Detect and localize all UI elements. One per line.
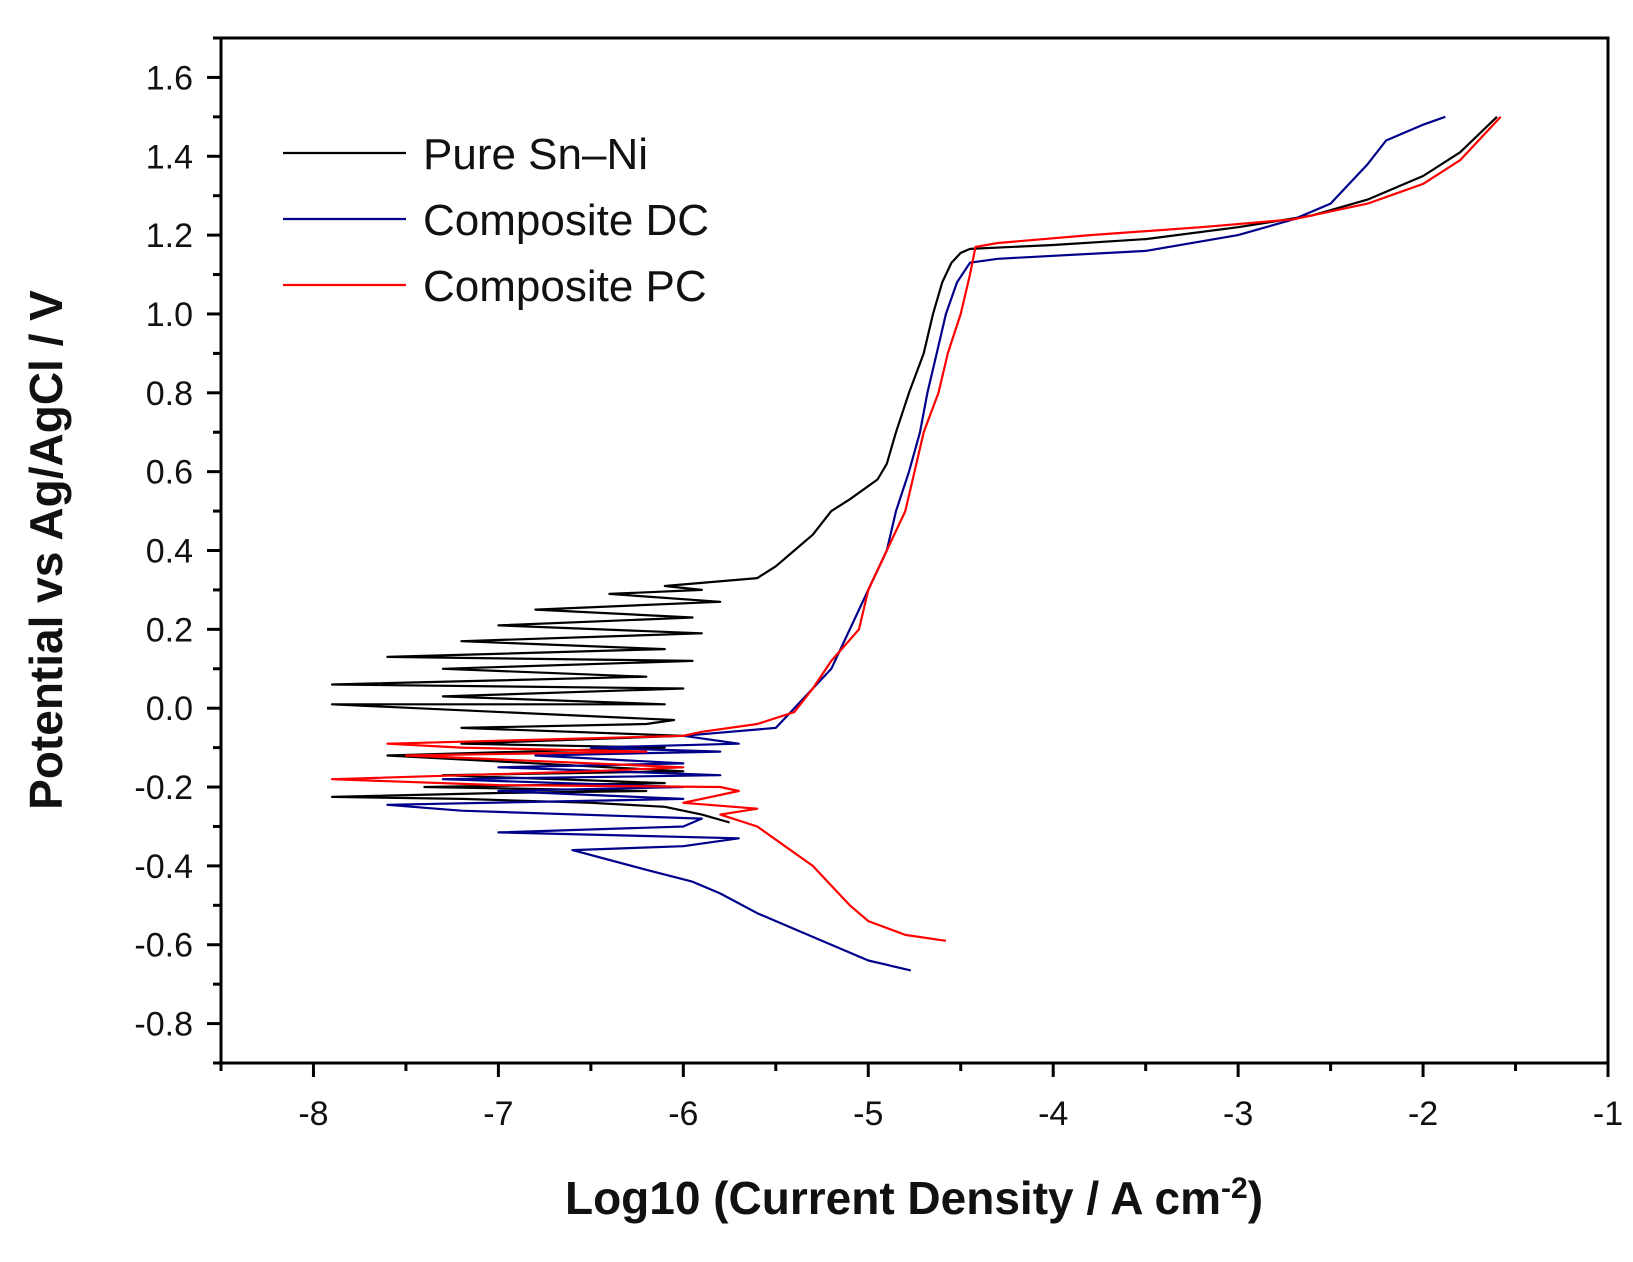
x-axis-title-close: ) [1248, 1172, 1263, 1224]
y-tick-label: -0.4 [134, 848, 193, 886]
y-tick-label: 0.8 [146, 375, 193, 413]
y-tick-label: 0.4 [146, 533, 193, 571]
y-tick-label: -0.2 [134, 769, 193, 807]
series-line-2 [386, 115, 1446, 972]
y-tick-label: -0.8 [134, 1006, 193, 1044]
legend-label: Composite PC [423, 262, 707, 311]
y-tick-label: 0.6 [146, 454, 193, 492]
legend-label: Composite DC [423, 196, 709, 245]
y-tick-label: 0.0 [146, 690, 193, 728]
x-axis-title-main: Log10 (Current Density / A cm [565, 1172, 1221, 1224]
legend: Pure Sn–Ni Composite DC Composite PC [283, 130, 709, 311]
y-tick-label: 1.4 [146, 138, 193, 176]
y-tick-label: 1.6 [146, 59, 193, 97]
y-axis-title: Potential vs Ag/AgCl / V [20, 290, 72, 810]
x-axis-ticks: -8 -7 -6 -5 -4 -3 -2 -1 [219, 1063, 1623, 1133]
x-axis-title-superscript: -2 [1221, 1172, 1248, 1205]
y-axis-ticks: -0.8 -0.6 -0.4 -0.2 0.0 0.2 0.4 0.6 0.8 1.0 1.2 1.4… [134, 36, 221, 1065]
y-tick-label: 1.0 [146, 296, 193, 334]
x-tick-label: -2 [1408, 1095, 1438, 1133]
x-tick-label: -7 [483, 1095, 513, 1133]
x-tick-label: -1 [1593, 1095, 1623, 1133]
y-tick-label: 0.2 [146, 611, 193, 649]
x-tick-label: -6 [668, 1095, 698, 1133]
plot-curves [330, 115, 1502, 972]
y-tick-label: 1.2 [146, 217, 193, 255]
x-tick-label: -5 [853, 1095, 883, 1133]
series-line-3 [330, 116, 1502, 942]
x-tick-label: -8 [298, 1095, 328, 1133]
x-tick-label: -3 [1223, 1095, 1253, 1133]
x-axis-title: Log10 (Current Density / A cm-2) [565, 1172, 1263, 1224]
legend-label: Pure Sn–Ni [423, 130, 648, 179]
x-tick-label: -4 [1038, 1095, 1068, 1133]
y-tick-label: -0.6 [134, 927, 193, 965]
